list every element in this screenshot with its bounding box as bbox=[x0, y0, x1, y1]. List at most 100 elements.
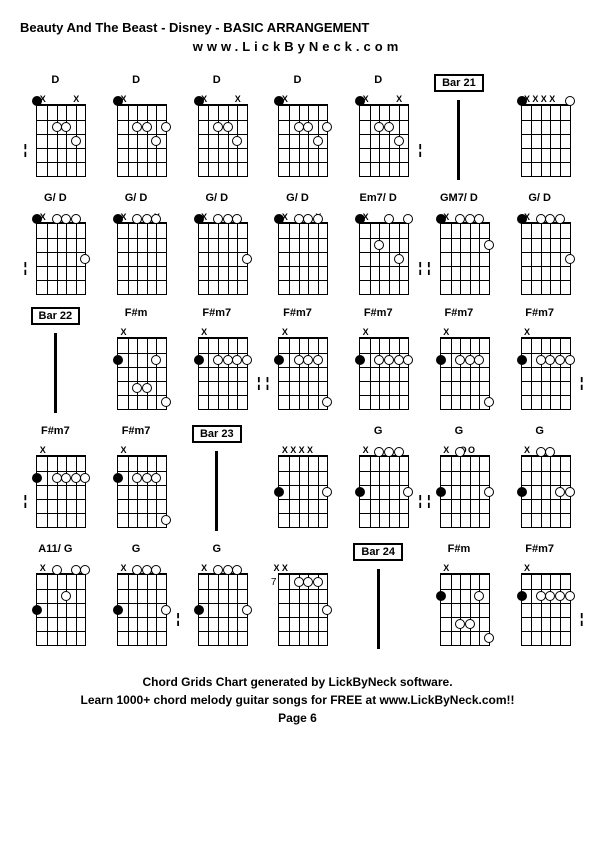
chord-cell: DX bbox=[103, 74, 169, 180]
chord-cell: F#m7X bbox=[345, 307, 411, 413]
fret-dot bbox=[394, 136, 404, 146]
page-title: Beauty And The Beast - Disney - BASIC AR… bbox=[20, 20, 575, 35]
fret-dot bbox=[322, 487, 332, 497]
fret-dot bbox=[355, 487, 365, 497]
fret-dot bbox=[545, 214, 555, 224]
chord-label: A11/ G bbox=[38, 543, 72, 559]
fret-dot bbox=[274, 96, 284, 106]
chord-label: F#m bbox=[125, 307, 148, 323]
fret-dot bbox=[313, 577, 323, 587]
chord-label: F#m7 bbox=[364, 307, 393, 323]
chord-label: D bbox=[132, 74, 140, 90]
chord-cell: XXXX bbox=[507, 74, 573, 180]
bar-label: Bar 22 bbox=[31, 307, 81, 325]
chord-label: F#m bbox=[448, 543, 471, 559]
fret-dot bbox=[61, 214, 71, 224]
fret-dot bbox=[303, 577, 313, 587]
fretboard bbox=[278, 573, 328, 646]
fret-dot bbox=[223, 122, 233, 132]
fretboard: ¦ bbox=[36, 104, 86, 177]
fret-dot bbox=[223, 565, 233, 575]
fret-dot bbox=[294, 355, 304, 365]
fretboard bbox=[198, 222, 248, 295]
fret-dot bbox=[436, 591, 446, 601]
chord-label: D bbox=[213, 74, 221, 90]
chord-cell: DX bbox=[264, 74, 330, 180]
fret-dot bbox=[194, 355, 204, 365]
fret-dot bbox=[223, 214, 233, 224]
fretboard bbox=[440, 337, 490, 410]
mute-row: X bbox=[111, 327, 161, 337]
fret-dot bbox=[242, 254, 252, 264]
chord-label: G/ D bbox=[44, 192, 67, 208]
fret-dot bbox=[545, 591, 555, 601]
fret-dot bbox=[242, 605, 252, 615]
fret-dot bbox=[52, 122, 62, 132]
fretboard bbox=[359, 337, 409, 410]
fret-dot bbox=[517, 96, 527, 106]
bar-label: Bar 21 bbox=[434, 74, 484, 92]
fret-dot bbox=[71, 214, 81, 224]
fret-dot bbox=[555, 591, 565, 601]
fret-dot bbox=[61, 473, 71, 483]
fret-dot bbox=[32, 605, 42, 615]
chord-label: F#m7 bbox=[525, 543, 554, 559]
fret-dot bbox=[132, 383, 142, 393]
chord-label: GM7/ D bbox=[440, 192, 478, 208]
fret-dot bbox=[242, 355, 252, 365]
fret-dot bbox=[232, 214, 242, 224]
fretboard bbox=[36, 573, 86, 646]
chord-cell: GX¦ bbox=[345, 425, 411, 531]
chord-label: G/ D bbox=[205, 192, 228, 208]
fret-dot bbox=[132, 214, 142, 224]
bar-separator-cell: Bar 21 bbox=[426, 74, 492, 180]
fret-dot bbox=[151, 136, 161, 146]
chord-grid: DXX¦DXDXXDXDXX¦Bar 21XXXXG/ DX¦G/ DXXG/ … bbox=[20, 74, 575, 649]
fret-dot bbox=[555, 355, 565, 365]
fret-dot bbox=[355, 355, 365, 365]
mute-row: XX bbox=[272, 563, 322, 573]
fret-dot bbox=[565, 355, 575, 365]
fret-dot bbox=[455, 447, 465, 457]
fret-dot bbox=[303, 122, 313, 132]
fret-dot bbox=[151, 214, 161, 224]
chord-cell: F#m7X¦ bbox=[264, 307, 330, 413]
fret-dot bbox=[536, 355, 546, 365]
fret-dot bbox=[436, 487, 446, 497]
chord-cell: XX 7 bbox=[264, 543, 330, 649]
fret-dot bbox=[465, 619, 475, 629]
fret-dot bbox=[436, 355, 446, 365]
fret-dot bbox=[223, 355, 233, 365]
chord-label: F#m7 bbox=[122, 425, 151, 441]
chord-cell: DXX bbox=[184, 74, 250, 180]
fret-dot bbox=[322, 122, 332, 132]
mute-row: X bbox=[515, 327, 565, 337]
bar-separator-line bbox=[215, 451, 218, 531]
fret-dot bbox=[161, 605, 171, 615]
fret-dot bbox=[455, 214, 465, 224]
chord-cell: GM7/ DX¦ bbox=[426, 192, 492, 295]
fret-dot bbox=[374, 447, 384, 457]
bar-label: Bar 23 bbox=[192, 425, 242, 443]
fret-dot bbox=[161, 515, 171, 525]
chord-cell: GX bbox=[184, 543, 250, 649]
fret-indicator: 7 bbox=[266, 577, 276, 588]
fret-dot bbox=[517, 355, 527, 365]
chord-cell: A11/ GX bbox=[22, 543, 88, 649]
chord-label: G bbox=[132, 543, 141, 559]
fret-dot bbox=[194, 214, 204, 224]
fretboard bbox=[278, 222, 328, 295]
fret-dot bbox=[294, 122, 304, 132]
mute-row: X bbox=[434, 563, 484, 573]
footer-line1: Chord Grids Chart generated by LickByNec… bbox=[20, 673, 575, 691]
mute-row: X bbox=[30, 445, 80, 455]
fret-dot bbox=[355, 96, 365, 106]
fret-dot bbox=[374, 240, 384, 250]
fretboard bbox=[198, 573, 248, 646]
chord-label: F#m7 bbox=[445, 307, 474, 323]
fret-dot bbox=[313, 355, 323, 365]
fretboard bbox=[521, 455, 571, 528]
fret-dot bbox=[322, 397, 332, 407]
fret-dot bbox=[484, 633, 494, 643]
fretboard: ¦ bbox=[36, 455, 86, 528]
